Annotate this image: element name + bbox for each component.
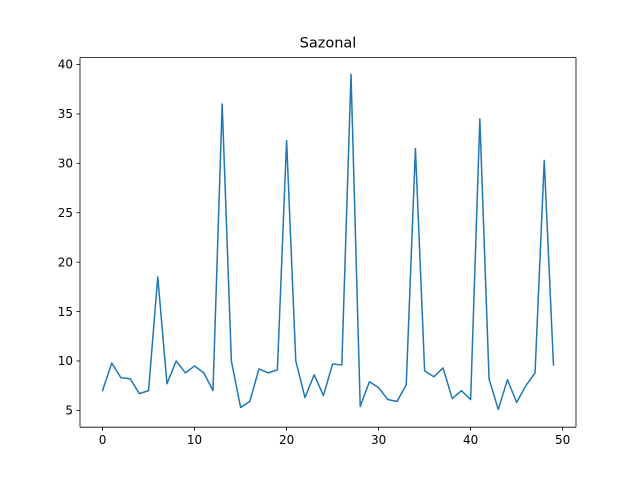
y-tick-label: 40 [58, 58, 73, 72]
series-line-0 [101, 73, 555, 411]
chart-title: Sazonal [300, 36, 357, 52]
y-tick-label: 30 [58, 157, 73, 171]
y-tick-label: 5 [65, 404, 73, 418]
y-tick-label: 20 [58, 255, 73, 269]
y-tick-label: 25 [58, 206, 73, 220]
x-tick-label: 0 [99, 433, 107, 447]
x-tick-label: 10 [187, 433, 202, 447]
x-tick-label: 50 [555, 433, 570, 447]
y-tick-label: 35 [58, 107, 73, 121]
y-tick-label: 15 [58, 305, 73, 319]
x-tick-label: 30 [371, 433, 386, 447]
x-tick-label: 20 [279, 433, 294, 447]
x-tick-label: 40 [463, 433, 478, 447]
y-tick-label: 10 [58, 354, 73, 368]
plot-area: 0 10 20 30 40 50 5 10 15 20 25 30 35 40 [58, 57, 577, 447]
